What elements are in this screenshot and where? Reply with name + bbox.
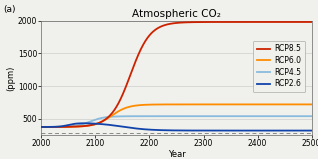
RCP2.6 [255,130,259,131]
RCP2.6 [310,130,314,131]
RCP6.0 [149,104,153,106]
RCP4.5 [310,115,314,117]
RCP4.5 [67,125,71,127]
Legend: RCP8.5, RCP6.0, RCP4.5, RCP2.6: RCP8.5, RCP6.0, RCP4.5, RCP2.6 [253,41,305,92]
RCP6.0 [250,104,254,105]
RCP4.5 [225,115,229,117]
Line: RCP8.5: RCP8.5 [41,22,312,127]
Y-axis label: (ppm): (ppm) [6,65,15,91]
RCP6.0 [225,104,229,105]
Text: (a): (a) [3,5,16,14]
RCP4.5 [39,126,43,128]
RCP2.6 [82,122,86,124]
RCP8.5 [255,21,259,23]
RCP4.5 [158,115,162,117]
RCP2.6 [159,129,162,131]
Line: RCP2.6: RCP2.6 [41,123,312,131]
RCP8.5 [310,21,314,23]
X-axis label: Year: Year [168,150,185,159]
RCP6.0 [158,104,162,105]
RCP8.5 [149,33,153,35]
RCP8.5 [225,21,229,23]
RCP6.0 [255,104,259,105]
RCP4.5 [250,115,254,117]
RCP2.6 [149,129,153,131]
Title: Atmospheric CO₂: Atmospheric CO₂ [132,8,221,18]
RCP6.0 [67,126,71,128]
RCP4.5 [255,115,259,117]
Line: RCP6.0: RCP6.0 [41,104,312,127]
RCP8.5 [158,26,162,28]
RCP2.6 [225,130,229,131]
RCP6.0 [310,104,314,105]
RCP2.6 [67,124,71,126]
RCP2.6 [251,130,254,131]
RCP8.5 [250,21,254,23]
RCP8.5 [67,126,71,128]
RCP6.0 [39,126,43,128]
RCP4.5 [149,115,153,117]
Line: RCP4.5: RCP4.5 [41,116,312,127]
RCP8.5 [39,126,43,128]
RCP2.6 [39,126,43,128]
